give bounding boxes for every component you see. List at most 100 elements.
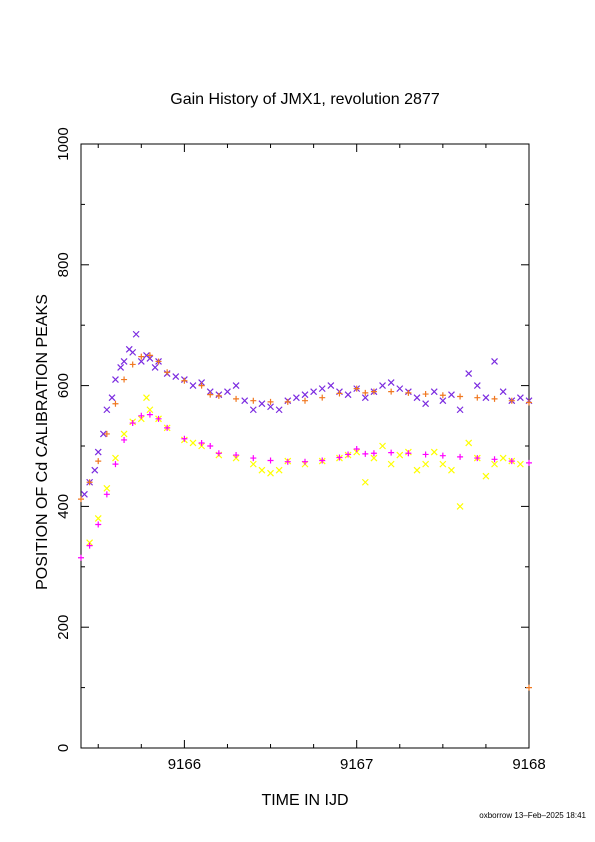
data-point: [86, 542, 93, 549]
data-point: [129, 420, 136, 427]
data-point: [405, 389, 412, 396]
data-point: [232, 382, 240, 390]
data-point: [491, 358, 498, 365]
y-tick-label: 1000: [55, 127, 72, 160]
data-point: [526, 684, 532, 691]
data-point: [112, 461, 119, 468]
data-point: [465, 370, 473, 377]
data-point: [275, 406, 283, 414]
data-point: [112, 454, 119, 462]
data-point: [284, 398, 291, 405]
series-2: [86, 394, 524, 547]
y-tick-label: 800: [55, 252, 72, 277]
data-point: [526, 399, 532, 406]
data-point: [387, 460, 395, 468]
data-point: [164, 424, 171, 431]
data-point: [301, 391, 309, 399]
data-point: [327, 382, 335, 390]
data-point: [430, 448, 438, 456]
data-point: [457, 393, 464, 400]
data-point: [457, 453, 464, 460]
data-point: [146, 411, 153, 418]
footer-credit: oxborrow 13–Feb–2025 18:41: [479, 811, 586, 820]
y-tick-label: 400: [55, 494, 72, 519]
data-point: [473, 382, 481, 390]
data-point: [103, 491, 110, 498]
data-point: [132, 330, 140, 338]
data-point: [129, 348, 137, 356]
data-point: [370, 388, 377, 395]
data-point: [422, 391, 429, 398]
data-point: [250, 397, 257, 404]
data-point: [284, 458, 291, 465]
data-point: [146, 354, 154, 362]
data-point: [387, 379, 395, 387]
data-point: [91, 466, 99, 474]
data-point: [439, 460, 447, 468]
data-point: [250, 455, 257, 462]
data-point: [129, 361, 136, 368]
data-point: [198, 379, 206, 387]
series-1: [78, 352, 532, 691]
data-point: [413, 466, 421, 474]
data-point: [302, 458, 308, 465]
data-point: [336, 454, 343, 461]
data-point: [344, 391, 352, 399]
data-point: [465, 439, 473, 447]
data-point: [439, 452, 446, 459]
data-point: [103, 484, 111, 492]
data-point: [499, 388, 507, 396]
data-point: [526, 459, 532, 466]
data-point: [249, 460, 257, 468]
data-point: [267, 398, 274, 405]
data-point: [121, 376, 128, 383]
x-tick-label: 9166: [168, 756, 201, 773]
data-point: [448, 391, 455, 399]
data-point: [396, 451, 404, 459]
data-point: [413, 394, 421, 402]
data-point: [379, 442, 386, 450]
data-point: [516, 460, 524, 468]
data-point: [233, 452, 240, 459]
data-point: [94, 448, 102, 456]
data-point: [78, 554, 84, 561]
data-point: [95, 521, 102, 528]
y-tick-label: 200: [55, 615, 72, 640]
data-point: [302, 397, 308, 404]
data-point: [310, 388, 318, 396]
data-point: [482, 394, 490, 402]
data-point: [241, 397, 249, 405]
series-3: [78, 411, 532, 561]
data-point: [361, 394, 369, 402]
data-point: [456, 502, 464, 510]
data-point: [405, 450, 412, 457]
data-point: [172, 373, 180, 380]
data-point: [353, 448, 361, 456]
x-axis-label: TIME IN IJD: [261, 792, 348, 809]
data-point: [146, 406, 154, 414]
data-point: [138, 353, 145, 360]
data-point: [155, 415, 162, 422]
data-point: [508, 397, 515, 404]
data-point: [482, 472, 490, 480]
data-point: [491, 456, 498, 463]
data-point: [267, 403, 274, 411]
data-point: [388, 449, 395, 456]
x-tick-label: 9168: [512, 756, 545, 773]
data-point: [499, 454, 507, 462]
data-point: [318, 385, 326, 393]
data-point: [362, 450, 369, 457]
data-point: [439, 392, 446, 399]
data-point: [267, 469, 274, 477]
data-point: [258, 466, 266, 474]
data-point: [345, 451, 352, 458]
data-point: [120, 358, 128, 365]
data-point: [508, 458, 515, 465]
data-point: [215, 450, 222, 457]
data-point: [108, 394, 116, 402]
data-point: [137, 415, 145, 423]
axes: 0 200 400 600 800 1000 9166 9167 9168: [55, 127, 546, 773]
data-point: [491, 460, 498, 468]
data-point: [189, 382, 197, 390]
